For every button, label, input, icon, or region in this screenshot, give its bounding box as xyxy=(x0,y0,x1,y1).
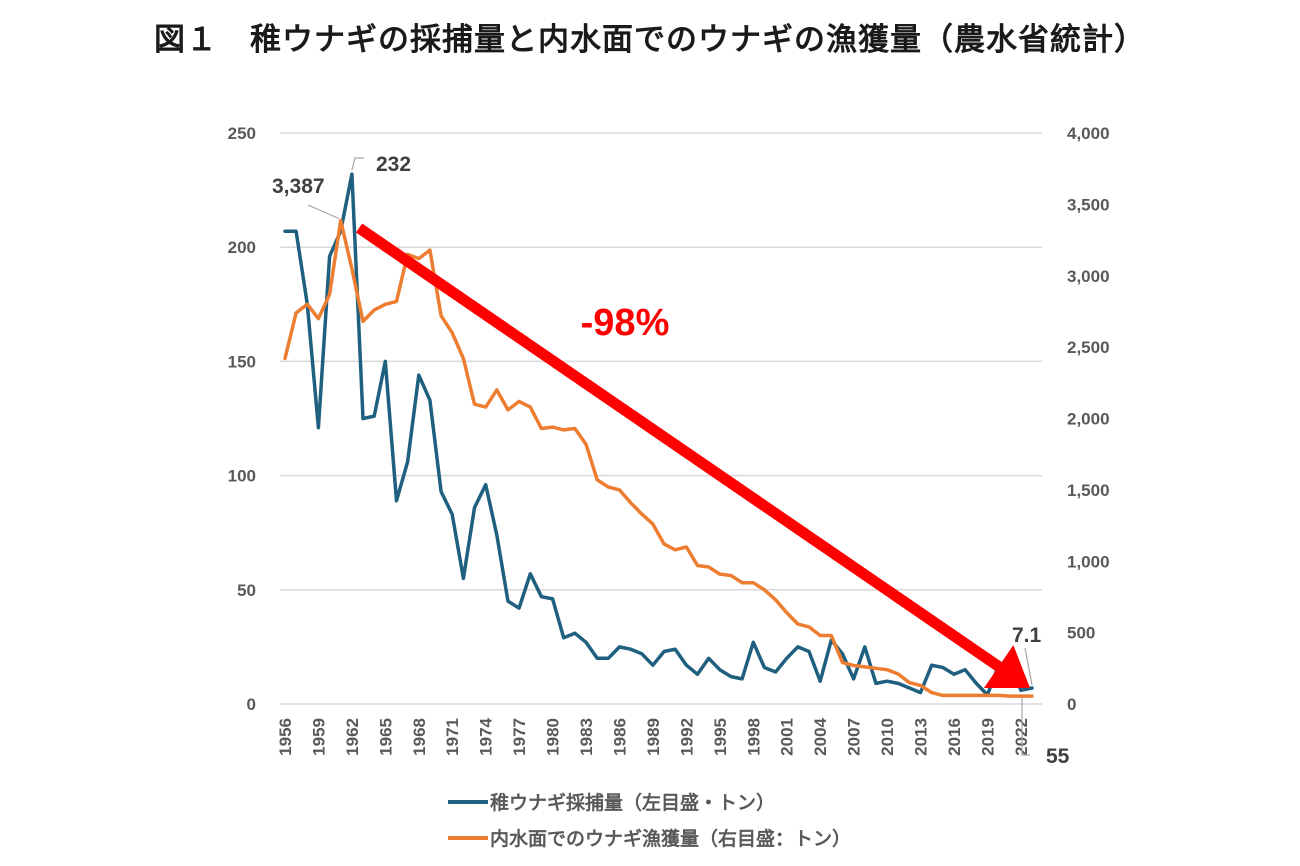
x-tick-label: 2007 xyxy=(845,718,864,756)
y-axis-left-ticks: 0 50 100 150 200 250 xyxy=(228,124,256,714)
arrow-head xyxy=(983,645,1030,688)
legend-item-glass-eel: 稚ウナギ採捕量（左目盛・トン） xyxy=(448,788,775,815)
x-tick-label: 1974 xyxy=(477,717,496,755)
y-right-tick-label: 3,500 xyxy=(1067,195,1110,214)
series-lines xyxy=(283,172,1034,698)
x-tick-label: 1962 xyxy=(343,718,362,756)
y-left-tick-label: 250 xyxy=(228,124,256,143)
y-right-tick-label: 4,000 xyxy=(1067,124,1110,143)
y-right-tick-label: 3,000 xyxy=(1067,267,1110,286)
series-line-inland-eel xyxy=(283,218,1034,698)
x-tick-label: 1983 xyxy=(577,718,596,756)
x-tick-label: 1959 xyxy=(309,718,328,756)
y-right-tick-label: 500 xyxy=(1067,624,1095,643)
leader-line xyxy=(1021,698,1030,756)
x-tick-label: 1989 xyxy=(644,718,663,756)
annotation-percent: -98% xyxy=(581,302,670,344)
legend-swatch-inland-eel xyxy=(448,835,488,840)
data-label-max-inland-eel: 3,387 xyxy=(272,175,325,198)
y-left-tick-label: 100 xyxy=(228,467,256,486)
x-tick-label: 2013 xyxy=(912,718,931,756)
x-tick-label: 1965 xyxy=(376,718,395,756)
x-tick-label: 1986 xyxy=(610,718,629,756)
series-line-glass-eel xyxy=(283,172,1034,697)
legend-label-inland-eel: 内水面でのウナギ漁獲量（右目盛：トン） xyxy=(490,828,852,850)
x-tick-label: 1980 xyxy=(544,718,563,756)
data-label-max-glass-eel: 232 xyxy=(376,153,411,176)
arrow-shaft xyxy=(355,223,1002,672)
legend-swatch-glass-eel xyxy=(448,799,488,804)
y-right-tick-label: 2,500 xyxy=(1067,338,1110,357)
chart-title: 図１ 稚ウナギの採捕量と内水面でのウナギの漁獲量（農水省統計） xyxy=(154,22,1146,58)
gridlines xyxy=(280,132,1042,705)
x-tick-label: 1971 xyxy=(443,718,462,756)
x-tick-label: 1956 xyxy=(276,718,295,756)
y-left-tick-label: 0 xyxy=(247,695,256,714)
y-right-tick-label: 2,000 xyxy=(1067,410,1110,429)
y-right-tick-label: 0 xyxy=(1067,695,1076,714)
x-tick-label: 1992 xyxy=(677,718,696,756)
leader-line xyxy=(307,204,339,220)
y-right-tick-label: 1,500 xyxy=(1067,481,1110,500)
x-tick-label: 2019 xyxy=(978,718,997,756)
y-right-tick-label: 1,000 xyxy=(1067,552,1110,571)
y-left-tick-label: 200 xyxy=(228,238,256,257)
legend-item-inland-eel: 内水面でのウナギ漁獲量（右目盛：トン） xyxy=(448,824,851,851)
x-tick-label: 2004 xyxy=(811,717,830,755)
decline-arrow: -98% xyxy=(355,223,1030,688)
x-tick-label: 1995 xyxy=(711,718,730,756)
x-tick-label: 2016 xyxy=(945,718,964,756)
y-left-tick-label: 50 xyxy=(237,581,256,600)
leader-line xyxy=(1024,647,1033,686)
x-tick-label: 1998 xyxy=(744,718,763,756)
x-axis-ticks: 1956 1959 1962 1965 1968 1971 1974 1977 1980 1983… xyxy=(276,717,1031,755)
x-tick-label: 2022 xyxy=(1012,718,1031,756)
x-tick-label: 2001 xyxy=(778,718,797,756)
x-tick-label: 2010 xyxy=(878,718,897,756)
y-axis-right-ticks: 0 500 1,000 1,500 2,000 2,500 3,000 3,500 4,000 xyxy=(1067,124,1110,714)
x-tick-label: 1968 xyxy=(410,718,429,756)
y-left-tick-label: 150 xyxy=(228,352,256,371)
legend-label-glass-eel: 稚ウナギ採捕量（左目盛・トン） xyxy=(490,792,776,814)
leader-line xyxy=(351,157,364,171)
data-labels: 232 3,387 7.1 55 xyxy=(272,153,1070,768)
data-label-last-glass-eel: 7.1 xyxy=(1012,624,1042,647)
x-tick-label: 1977 xyxy=(510,718,529,756)
data-label-last-inland-eel: 55 xyxy=(1046,745,1070,768)
